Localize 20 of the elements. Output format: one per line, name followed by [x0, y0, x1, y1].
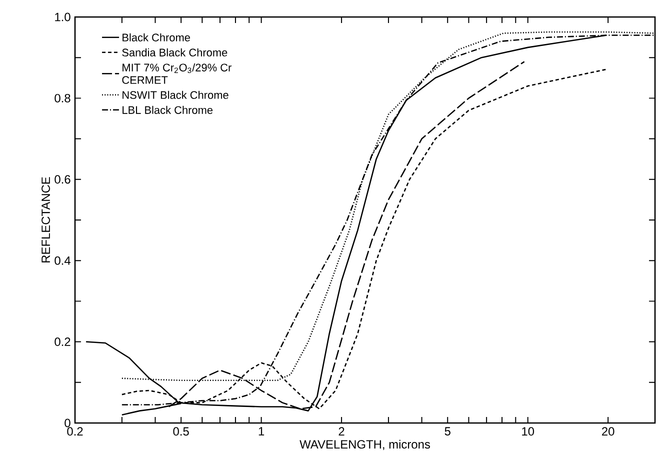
x-tick-label: 20	[602, 427, 614, 436]
legend-label: Black Chrome	[122, 33, 190, 42]
y-axis-title: REFLECTANCE	[42, 177, 50, 262]
legend-label: NSWIT Black Chrome	[122, 90, 228, 99]
y-tick-label: 0.2	[54, 338, 70, 346]
x-axis-title: WAVELENGTH, microns	[300, 440, 430, 450]
x-tick-label: 0.2	[67, 427, 83, 436]
x-tick-label: 1	[258, 427, 264, 436]
x-tick-label: 2	[338, 427, 344, 436]
y-tick-label: 0	[64, 418, 70, 428]
legend-label: LBL Black Chrome	[122, 106, 213, 114]
x-tick-label: 5	[444, 427, 450, 436]
y-tick-label: 1.0	[55, 12, 70, 22]
legend-label: Sandia Black Chrome	[122, 48, 228, 56]
y-tick-label: 0.8	[54, 94, 70, 102]
text: MIT 7% Cr$_{2}$O$_{3}$/29% Cr CERMET	[122, 63, 232, 84]
y-tick-label: 0.6	[54, 175, 70, 184]
x-tick-label: 0.5	[173, 427, 189, 436]
y-tick-label: 0.4	[54, 256, 70, 265]
x-tick-label: 10	[522, 427, 534, 436]
